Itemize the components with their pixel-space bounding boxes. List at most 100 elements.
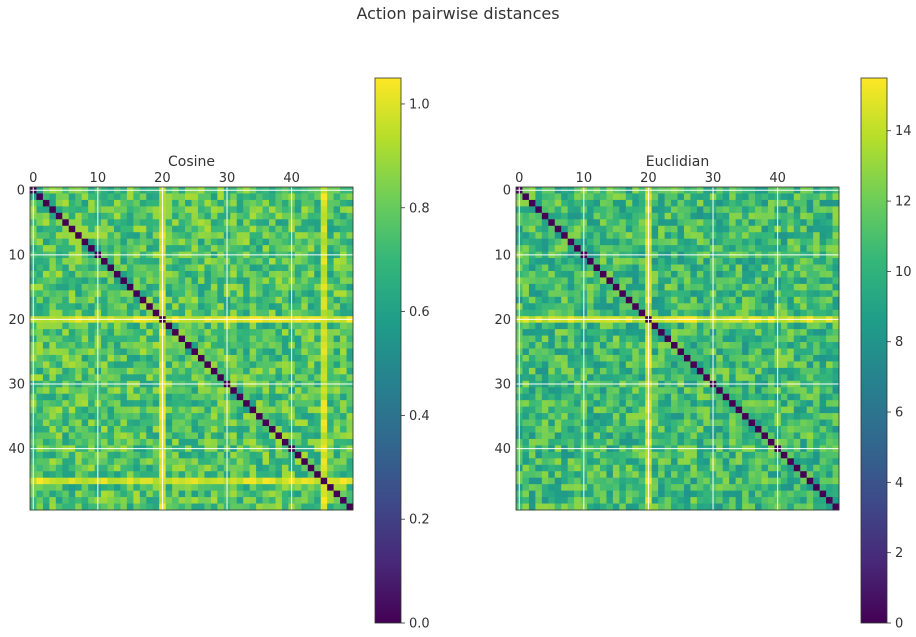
- heatmap-cell: [107, 503, 115, 511]
- heatmap-cell: [554, 451, 562, 459]
- heatmap-cell: [249, 361, 257, 369]
- heatmap-cell: [36, 296, 44, 304]
- heatmap-cell: [677, 413, 685, 420]
- heatmap-cell: [301, 309, 309, 317]
- heatmap-cell: [767, 367, 775, 375]
- heatmap-cell: [658, 283, 665, 291]
- heatmap-cell: [68, 342, 76, 349]
- heatmap-cell: [340, 400, 347, 408]
- heatmap-cell: [813, 322, 821, 330]
- heatmap-cell: [75, 264, 83, 272]
- heatmap-cell: [113, 335, 121, 343]
- heatmap-cell: [68, 329, 76, 336]
- heatmap-cell: [204, 335, 212, 343]
- heatmap-cell: [612, 322, 620, 330]
- heatmap-cell: [275, 477, 283, 485]
- heatmap-cell: [42, 406, 50, 414]
- heatmap-cell: [599, 432, 607, 440]
- heatmap-cell: [243, 296, 251, 304]
- heatmap-cell: [548, 322, 556, 330]
- heatmap-cell: [548, 387, 556, 395]
- heatmap-cell: [346, 464, 354, 472]
- heatmap-cell: [826, 432, 833, 440]
- heatmap-cell: [683, 296, 691, 304]
- heatmap-cell: [133, 238, 141, 246]
- heatmap-cell: [690, 367, 698, 375]
- heatmap-cell: [243, 329, 251, 336]
- x-tick-label: 20: [154, 171, 171, 186]
- heatmap-cell: [664, 490, 672, 498]
- heatmap-cell: [210, 212, 218, 220]
- heatmap-cell: [729, 225, 737, 233]
- heatmap-cell: [217, 232, 225, 240]
- heatmap-cell: [81, 193, 89, 201]
- heatmap-cell: [172, 303, 179, 311]
- heatmap-cell: [800, 464, 808, 472]
- heatmap-cell: [113, 393, 121, 401]
- heatmap-cell: [340, 484, 347, 492]
- heatmap-cell: [638, 290, 646, 298]
- heatmap-cell: [548, 212, 556, 220]
- heatmap-cell: [535, 199, 543, 207]
- heatmap-cell: [677, 322, 685, 330]
- heatmap-cell: [320, 322, 328, 330]
- heatmap-cell: [587, 296, 594, 304]
- heatmap-cell: [294, 296, 302, 304]
- heatmap-cell: [314, 406, 322, 414]
- heatmap-cell: [230, 497, 238, 504]
- heatmap-cell: [62, 438, 70, 446]
- heatmap-cell: [625, 367, 633, 375]
- heatmap-cell: [133, 464, 141, 472]
- heatmap-cell: [593, 464, 601, 472]
- heatmap-cell: [541, 199, 549, 207]
- heatmap-cell: [651, 264, 659, 272]
- heatmap-cell: [832, 451, 840, 459]
- heatmap-cell: [599, 406, 607, 414]
- heatmap-cell: [307, 258, 315, 265]
- heatmap-cell: [75, 309, 83, 317]
- heatmap-cell: [787, 393, 795, 401]
- heatmap-cell: [826, 264, 833, 272]
- heatmap-cell: [340, 296, 347, 304]
- heatmap-cell: [593, 303, 601, 311]
- heatmap-cell: [548, 471, 556, 479]
- heatmap-cell: [75, 238, 83, 246]
- heatmap-cell: [133, 232, 141, 240]
- heatmap-cell: [696, 219, 704, 227]
- heatmap-cell: [535, 290, 543, 298]
- heatmap-cell: [599, 484, 607, 492]
- heatmap-cell: [152, 471, 160, 479]
- heatmap-cell: [307, 277, 315, 285]
- heatmap-cell: [178, 219, 186, 227]
- heatmap-cell: [587, 238, 594, 246]
- heatmap-cell: [340, 361, 347, 369]
- heatmap-cell: [528, 219, 536, 227]
- heatmap-cell: [522, 238, 530, 246]
- heatmap-cell: [172, 419, 179, 427]
- heatmap-cell: [625, 393, 633, 401]
- heatmap-cell: [294, 361, 302, 369]
- heatmap-cell: [638, 406, 646, 414]
- heatmap-cell: [806, 367, 814, 375]
- heatmap-cell: [819, 406, 827, 414]
- heatmap-cell: [314, 374, 322, 382]
- heatmap-cell: [236, 361, 244, 369]
- heatmap-cell: [606, 367, 614, 375]
- heatmap-cell: [703, 329, 711, 336]
- heatmap-cell: [722, 387, 730, 395]
- heatmap-cell: [671, 471, 678, 479]
- heatmap-cell: [230, 413, 238, 420]
- heatmap-cell: [294, 219, 302, 227]
- heatmap-cell: [826, 335, 833, 343]
- heatmap-cell: [690, 458, 698, 466]
- heatmap-cell: [210, 245, 218, 252]
- heatmap-cell: [793, 219, 801, 227]
- heatmap-cell: [75, 212, 83, 220]
- heatmap-cell: [800, 264, 808, 272]
- heatmap-cell: [320, 212, 328, 220]
- heatmap-cell: [262, 471, 270, 479]
- heatmap-cell: [832, 264, 840, 272]
- heatmap-cell: [561, 342, 569, 349]
- heatmap-cell: [561, 406, 569, 414]
- heatmap-cell: [658, 232, 665, 240]
